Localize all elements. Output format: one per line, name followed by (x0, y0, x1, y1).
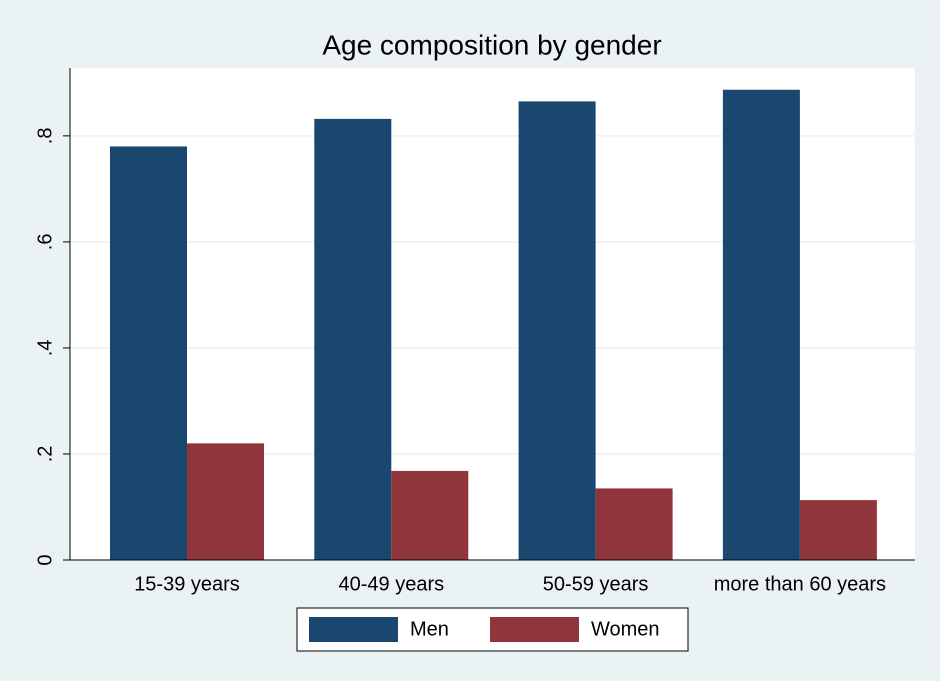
legend-label: Men (410, 618, 449, 640)
y-tick-label: .2 (34, 446, 56, 463)
y-tick-label: .6 (34, 234, 56, 251)
legend-swatch (309, 617, 398, 642)
x-tick-label: 15-39 years (134, 573, 240, 595)
bar (391, 470, 469, 560)
bar (314, 118, 392, 561)
x-tick-label: 50-59 years (543, 573, 649, 595)
bar (187, 443, 264, 560)
bar (595, 488, 673, 560)
x-tick-label: more than 60 years (714, 573, 886, 595)
legend-swatch (490, 617, 579, 642)
y-tick-label: .4 (34, 340, 56, 357)
y-tick-label: 0 (34, 554, 56, 565)
legend-label: Women (591, 618, 660, 640)
chart-title: Age composition by gender (322, 29, 661, 60)
x-tick-label: 40-49 years (338, 573, 444, 595)
y-tick-label: .8 (34, 128, 56, 145)
bar (722, 89, 800, 561)
bar (110, 146, 187, 560)
bar (518, 101, 596, 560)
bar (799, 500, 877, 560)
